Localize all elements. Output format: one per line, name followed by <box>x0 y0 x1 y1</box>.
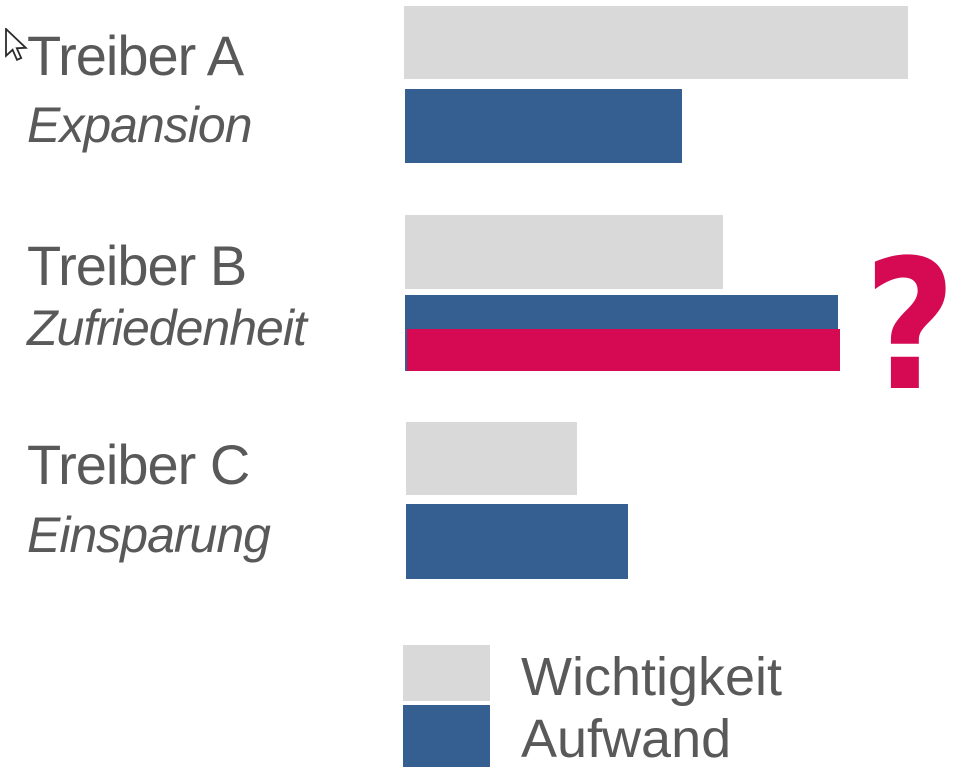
row-title-treiber-a: Treiber A <box>27 24 244 87</box>
question-mark-annotation: ? <box>864 222 956 431</box>
bar-highlight-treiber-b <box>407 329 841 371</box>
legend-swatch-wichtigkeit <box>403 645 490 701</box>
bar-aufwand-treiber-a <box>405 89 683 163</box>
mouse-cursor-icon <box>5 28 28 61</box>
legend-swatch-aufwand <box>403 705 490 767</box>
bar-wichtigkeit-treiber-c <box>406 422 578 495</box>
bar-aufwand-treiber-c <box>406 504 628 579</box>
legend-label-aufwand: Aufwand <box>521 709 732 769</box>
row-subtitle-zufriedenheit: Zufriedenheit <box>27 300 307 356</box>
row-subtitle-expansion: Expansion <box>27 97 252 153</box>
legend-label-wichtigkeit: Wichtigkeit <box>521 647 783 707</box>
row-subtitle-einsparung: Einsparung <box>27 507 271 563</box>
bar-wichtigkeit-treiber-a <box>404 6 908 79</box>
row-title-treiber-b: Treiber B <box>27 234 247 297</box>
row-title-treiber-c: Treiber C <box>27 433 250 496</box>
bar-wichtigkeit-treiber-b <box>405 215 723 289</box>
